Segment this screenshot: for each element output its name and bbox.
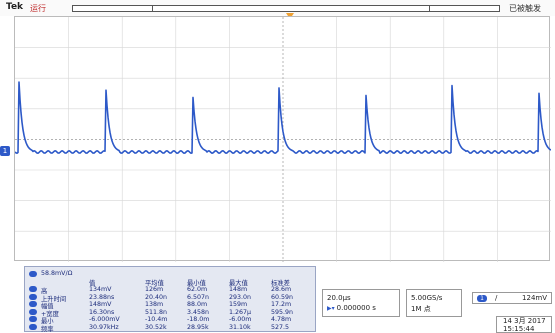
- status-bar: Tek 运行 已被触发: [0, 0, 555, 16]
- channel-dot-icon: [29, 286, 37, 292]
- brand-logo: Tek: [6, 2, 24, 12]
- channel-dot-icon: [29, 293, 37, 300]
- timebase-readout[interactable]: 20.0μs ▶▾ 0.000000 s: [322, 289, 400, 317]
- channel-1-ground-marker[interactable]: 1: [0, 146, 10, 156]
- trigger-channel-badge: 1: [477, 295, 487, 302]
- channel-dot-icon: [29, 270, 37, 277]
- channel-dot-icon: [29, 316, 37, 322]
- col-header-mean: 平均值: [145, 280, 164, 287]
- col-header-std: 标准差: [271, 280, 290, 287]
- trigger-slope-icon: /: [495, 294, 498, 302]
- measurement-row[interactable]: 频率 30.97kHz 30.52k 28.95k 31.10k 527.5: [29, 323, 315, 333]
- time: 15:15:44: [503, 325, 535, 333]
- col-header-value: 值: [89, 280, 96, 287]
- sample-rate: 5.00GS/s: [411, 294, 443, 302]
- measurement-row[interactable]: 最小 -6.000mV -10.4m -18.0m -6.00m 4.78m: [29, 316, 315, 325]
- date: 14 3月 2017: [503, 317, 546, 325]
- acquisition-readout[interactable]: 5.00GS/s 1M 点: [406, 289, 462, 317]
- measurement-panel: 58.8mV/Ω 值 平均值 最小值 最大值 标准差 高 134mV 126m …: [24, 266, 316, 333]
- channel-dot-icon: [29, 301, 37, 307]
- waveform-display[interactable]: [14, 16, 552, 262]
- graticule: [14, 17, 552, 262]
- measurement-row[interactable]: 幅值 148mV 138m 88.0m 159m 17.2m: [29, 301, 315, 310]
- run-status[interactable]: 运行: [30, 4, 46, 13]
- trigger-status: 已被触发: [509, 4, 541, 13]
- channel-dot-icon: [29, 323, 37, 330]
- col-header-min: 最小值: [187, 280, 206, 287]
- col-header-max: 最大值: [229, 280, 248, 287]
- measurement-row[interactable]: +宽度 16.30ns 511.8n 3.458n 1.267μ 595.9n: [29, 308, 315, 318]
- channel-dot-icon: [29, 308, 37, 315]
- measurement-row[interactable]: 高 134mV 126m 62.0m 148m 28.6m: [29, 286, 315, 295]
- trigger-readout[interactable]: 1 / 124mV: [472, 292, 552, 304]
- measurement-row[interactable]: 上升时间 23.88ns 20.40n 6.507n 293.0n 60.59n: [29, 293, 315, 303]
- channel-1-trace: [14, 81, 552, 154]
- record-view-window[interactable]: [152, 5, 430, 12]
- horizontal-position: 0.000000 s: [336, 304, 376, 312]
- date-time: 14 3月 2017 15:15:44: [496, 316, 552, 333]
- measurement-title: 58.8mV/Ω: [29, 270, 72, 277]
- time-scale: 20.0μs: [327, 294, 351, 302]
- record-bar[interactable]: [72, 5, 500, 12]
- record-length: 1M 点: [411, 305, 431, 313]
- horizontal-position-icon: ▶▾: [327, 304, 335, 312]
- trigger-level: 124mV: [522, 294, 547, 302]
